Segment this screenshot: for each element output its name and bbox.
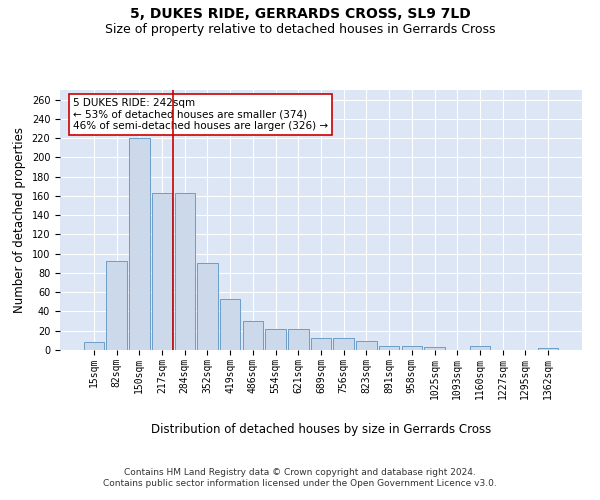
Bar (175, 193, 195, 350)
Bar (242, 321, 263, 350)
Bar (197, 264, 218, 350)
Text: 5 DUKES RIDE: 242sqm
← 53% of detached houses are smaller (374)
46% of semi-deta: 5 DUKES RIDE: 242sqm ← 53% of detached h… (73, 98, 328, 131)
Bar (356, 342, 377, 350)
Bar (424, 347, 445, 350)
Bar (311, 338, 331, 350)
Bar (129, 138, 149, 350)
Bar (470, 346, 490, 350)
Bar (538, 348, 558, 350)
Bar (288, 329, 308, 350)
Bar (334, 338, 354, 350)
Bar (152, 193, 172, 350)
Bar (106, 262, 127, 350)
Bar (379, 346, 400, 350)
Y-axis label: Number of detached properties: Number of detached properties (13, 127, 26, 313)
Text: Distribution of detached houses by size in Gerrards Cross: Distribution of detached houses by size … (151, 422, 491, 436)
Bar (401, 346, 422, 350)
Bar (265, 329, 286, 350)
Text: Contains HM Land Registry data © Crown copyright and database right 2024.
Contai: Contains HM Land Registry data © Crown c… (103, 468, 497, 487)
Text: Size of property relative to detached houses in Gerrards Cross: Size of property relative to detached ho… (105, 22, 495, 36)
Bar (84, 342, 104, 350)
Bar (220, 299, 241, 350)
Text: 5, DUKES RIDE, GERRARDS CROSS, SL9 7LD: 5, DUKES RIDE, GERRARDS CROSS, SL9 7LD (130, 8, 470, 22)
